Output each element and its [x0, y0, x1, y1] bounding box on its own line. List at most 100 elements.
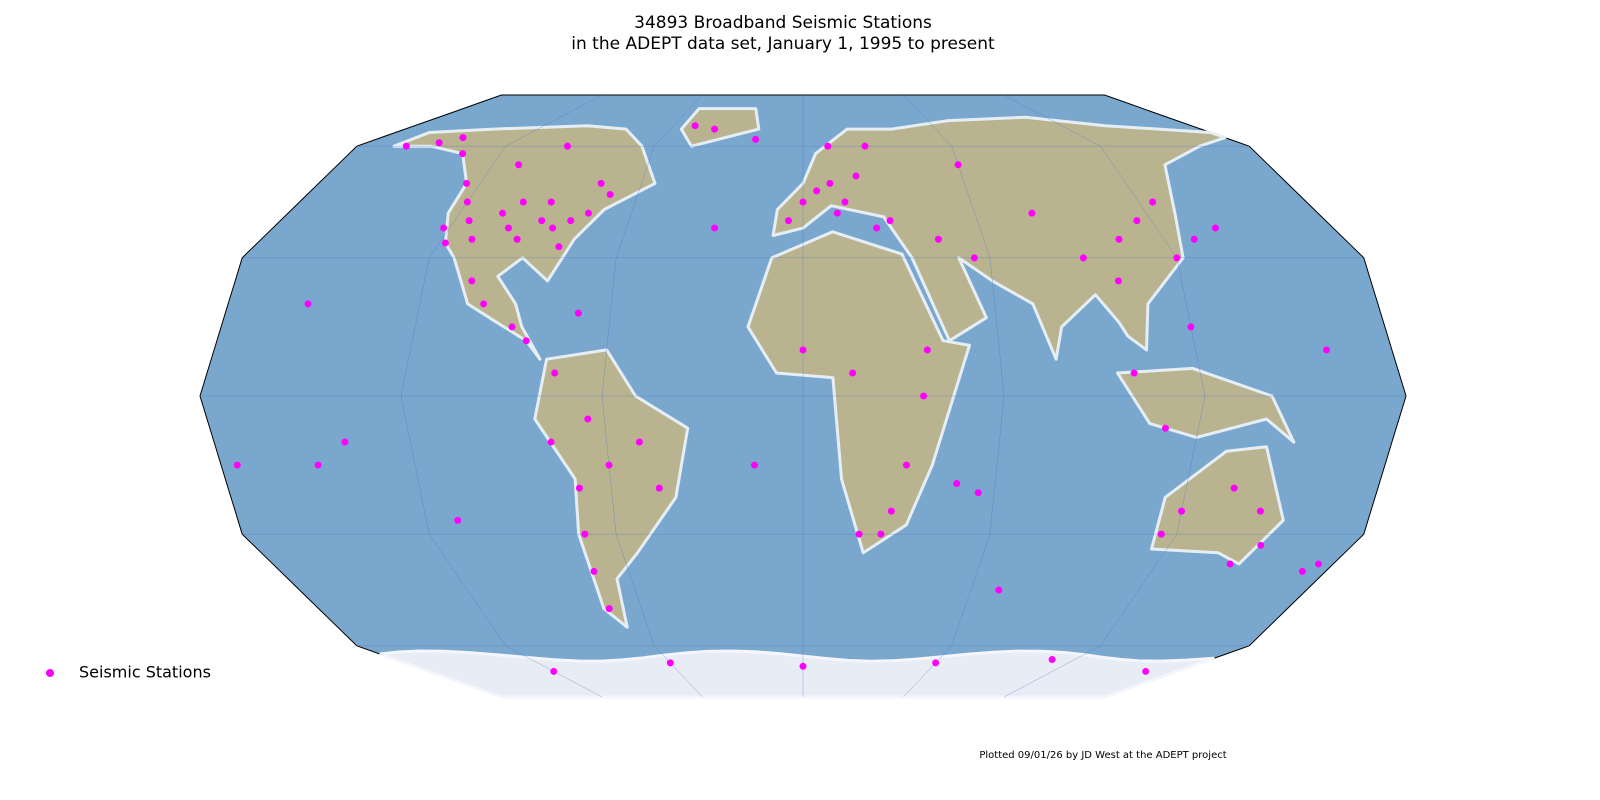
station-point: [465, 217, 473, 225]
station-point: [932, 659, 940, 667]
station-point: [826, 179, 834, 187]
station-point: [1142, 667, 1150, 675]
station-point: [550, 667, 558, 675]
station-point: [655, 484, 663, 492]
station-point: [1048, 655, 1056, 663]
station-point: [304, 300, 312, 308]
station-point: [995, 586, 1003, 594]
station-point: [1322, 346, 1330, 354]
station-point: [590, 567, 598, 575]
station-point: [504, 224, 512, 232]
station-point: [1115, 235, 1123, 243]
station-point: [877, 530, 885, 538]
station-point: [953, 480, 961, 488]
legend-label: Seismic Stations: [79, 663, 211, 682]
station-point: [799, 198, 807, 206]
map: [199, 94, 1407, 699]
station-point: [549, 224, 557, 232]
station-point: [468, 277, 476, 285]
station-point: [711, 224, 719, 232]
graticule: [400, 94, 603, 698]
station-point: [923, 346, 931, 354]
station-point: [691, 122, 699, 130]
station-point: [605, 461, 613, 469]
title: 34893 Broadband Seismic Stations: [634, 13, 932, 33]
station-point: [1298, 567, 1306, 575]
station-point: [563, 142, 571, 150]
legend-marker: [46, 669, 54, 677]
station-point: [1130, 369, 1138, 377]
station-point: [1133, 217, 1141, 225]
station-point: [584, 209, 592, 217]
station-point: [841, 198, 849, 206]
station-point: [886, 217, 894, 225]
station-point: [341, 438, 349, 446]
station-point: [1173, 254, 1181, 262]
station-point: [813, 187, 821, 195]
station-point: [974, 489, 982, 497]
station-point: [463, 198, 471, 206]
subtitle: in the ADEPT data set, January 1, 1995 t…: [571, 34, 995, 54]
station-point: [1211, 224, 1219, 232]
station-point: [1161, 424, 1169, 432]
station-point: [1190, 235, 1198, 243]
station-point: [567, 217, 575, 225]
station-point: [440, 224, 448, 232]
station-point: [1114, 277, 1122, 285]
station-point: [1187, 323, 1195, 331]
station-point: [1256, 507, 1264, 515]
station-point: [605, 605, 613, 613]
station-point: [597, 179, 605, 187]
station-point: [459, 150, 467, 158]
station-point: [581, 530, 589, 538]
station-point: [480, 300, 488, 308]
station-point: [551, 369, 559, 377]
land: [771, 115, 1227, 361]
station-point: [873, 224, 881, 232]
station-point: [1178, 507, 1186, 515]
station-point: [902, 461, 910, 469]
station-point: [954, 161, 962, 169]
land: [1116, 366, 1296, 444]
station-point: [468, 235, 476, 243]
station-point: [314, 461, 322, 469]
station-point: [454, 516, 462, 524]
station-point: [574, 309, 582, 317]
station-point: [1028, 209, 1036, 217]
station-point: [1230, 484, 1238, 492]
station-point: [1157, 530, 1165, 538]
station-point: [508, 323, 516, 331]
station-point: [463, 179, 471, 187]
legend: Seismic Stations: [46, 663, 211, 682]
station-point: [711, 125, 719, 133]
station-point: [575, 484, 583, 492]
station-point: [887, 507, 895, 515]
station-point: [584, 415, 592, 423]
footer-note: Plotted 09/01/26 by JD West at the ADEPT…: [979, 750, 1226, 761]
station-point: [1257, 541, 1265, 549]
station-point: [799, 346, 807, 354]
station-point: [459, 134, 467, 142]
graticule: [601, 94, 703, 698]
station-point: [824, 142, 832, 150]
station-point: [547, 198, 555, 206]
station-point: [555, 243, 563, 251]
station-point: [666, 659, 674, 667]
station-point: [635, 438, 643, 446]
station-point: [233, 461, 241, 469]
station-point: [1079, 254, 1087, 262]
station-point: [435, 139, 443, 147]
antarctica: [379, 649, 1215, 699]
station-point: [441, 239, 449, 247]
station-point: [852, 172, 860, 180]
station-point: [519, 198, 527, 206]
station-point: [934, 235, 942, 243]
graticule: [903, 94, 1005, 698]
station-point: [538, 217, 546, 225]
station-point: [784, 217, 792, 225]
station-point: [547, 438, 555, 446]
station-point: [606, 191, 614, 199]
station-point: [970, 254, 978, 262]
station-point: [920, 392, 928, 400]
